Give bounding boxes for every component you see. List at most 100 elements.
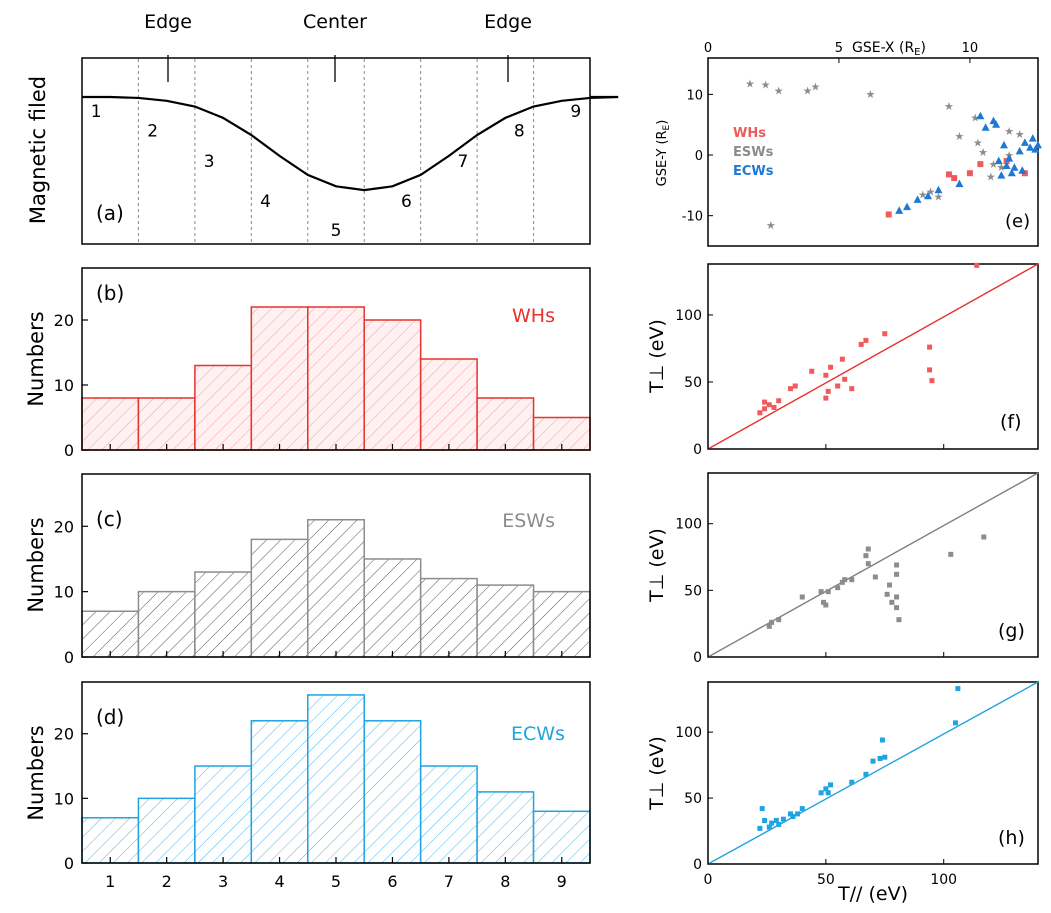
esws-bars [81, 519, 591, 658]
panel-e-xlabel: GSE-X (RE) [852, 40, 926, 58]
panel-c-ylabel: Numbers [24, 517, 48, 612]
data-point [974, 262, 980, 268]
data-point [776, 617, 782, 623]
panel-h-xlabel: T// (eV) [837, 883, 908, 905]
region-labels: 1 2 3 4 5 6 7 8 9 [91, 102, 581, 241]
esws-point: ★ [766, 219, 776, 232]
y-tick-label: -10 [682, 210, 703, 225]
whs-point [951, 175, 958, 182]
bar [194, 765, 253, 864]
data-point [776, 398, 782, 404]
data-point [769, 820, 775, 826]
ecws-bars [81, 694, 591, 864]
y-tick-label: 10 [54, 789, 74, 808]
panel-e-ylabel: GSE-Y (RE) [655, 120, 672, 187]
y-tick-label: 0 [695, 149, 703, 164]
center-annotation: Center [303, 11, 367, 33]
data-point [865, 546, 871, 552]
panel-e-ylabel-main: GSE-Y (R [655, 130, 670, 186]
ecws-point [1002, 161, 1011, 169]
data-point [818, 589, 824, 595]
y-tick-label: 0 [64, 854, 74, 873]
panel-e-label: (e) [1005, 211, 1030, 232]
y-tick-label: 0 [693, 442, 702, 458]
data-point [825, 790, 831, 796]
ecws-point [1028, 134, 1037, 142]
region-label: 8 [514, 122, 525, 142]
data-point [823, 395, 829, 401]
x-tick-label: 9 [557, 872, 567, 891]
data-point [762, 406, 768, 412]
x-tick-label: 8 [500, 872, 510, 891]
panel-e-ylabel-sub: E [662, 124, 672, 130]
panel-h-plot: 0 50 100 0 50 100 [675, 681, 1039, 888]
data-point [882, 331, 888, 337]
data-point [825, 589, 831, 595]
panel-b: 0 10 20 Numbers (b) WHs [24, 267, 591, 460]
region-label: 4 [260, 192, 271, 212]
ecws-point [992, 120, 1001, 128]
x-tick-label: 6 [387, 872, 397, 891]
data-point [788, 811, 793, 817]
esws-point: ★ [774, 85, 784, 98]
data-point [894, 594, 900, 600]
y-tick-label: 20 [54, 725, 74, 744]
data-point [863, 771, 869, 777]
region-label: 1 [91, 102, 102, 122]
esws-point: ★ [865, 88, 875, 101]
data-point [769, 619, 775, 625]
bar [476, 584, 535, 658]
data-point [823, 372, 829, 378]
esws-point: ★ [934, 190, 944, 203]
panel-h: 0 50 100 0 50 100 T⊥ (eV) T// (eV) (h) [646, 681, 1039, 905]
ecws-point [895, 206, 904, 214]
data-point [823, 786, 829, 792]
data-point [894, 562, 900, 568]
panel-a-label: (a) [96, 201, 124, 225]
data-point [762, 817, 768, 823]
panel-e-legend-esws: ESWs [733, 145, 774, 160]
data-point [889, 599, 895, 605]
data-point [865, 561, 871, 567]
esws-point: ★ [1004, 125, 1014, 138]
ecws-point [934, 185, 943, 194]
bar [81, 817, 140, 864]
data-point [825, 388, 831, 394]
data-point [948, 551, 954, 557]
data-point [776, 821, 782, 827]
data-point [849, 386, 855, 392]
bar [532, 810, 591, 864]
data-point [766, 402, 772, 408]
data-point [828, 782, 834, 788]
data-point [839, 579, 845, 585]
panel-e-xlabel-close: ) [921, 40, 926, 56]
panel-h-ylabel: T⊥ (eV) [646, 736, 668, 811]
data-point [766, 623, 772, 629]
bar [250, 720, 309, 864]
x-tick-label: 10 [962, 41, 979, 56]
data-point [762, 399, 768, 405]
x-tick-label: 2 [162, 872, 172, 891]
panel-b-label: (b) [96, 281, 124, 305]
data-point [879, 737, 885, 743]
bar [137, 590, 196, 658]
panel-e-legend-ecws: ECWs [733, 164, 774, 179]
panel-c-label: (c) [96, 507, 123, 531]
data-point [788, 386, 793, 392]
bar [476, 397, 535, 451]
y-tick-label: 100 [675, 725, 702, 741]
data-point [792, 383, 798, 389]
panel-d-yaxis-ticks: 0 10 20 [54, 725, 88, 873]
bar [532, 590, 591, 658]
region-label: 7 [457, 152, 468, 172]
data-point [896, 617, 902, 623]
bar [307, 519, 365, 658]
esws-point: ★ [944, 100, 954, 113]
x-tick-label: 1 [105, 872, 115, 891]
data-point [799, 594, 805, 600]
panel-c-xaxis-ticks [109, 651, 563, 657]
edge-right-annotation: Edge [484, 11, 532, 33]
panel-a-frame [81, 57, 591, 245]
esws-point: ★ [918, 188, 928, 201]
whs-point [885, 211, 892, 218]
